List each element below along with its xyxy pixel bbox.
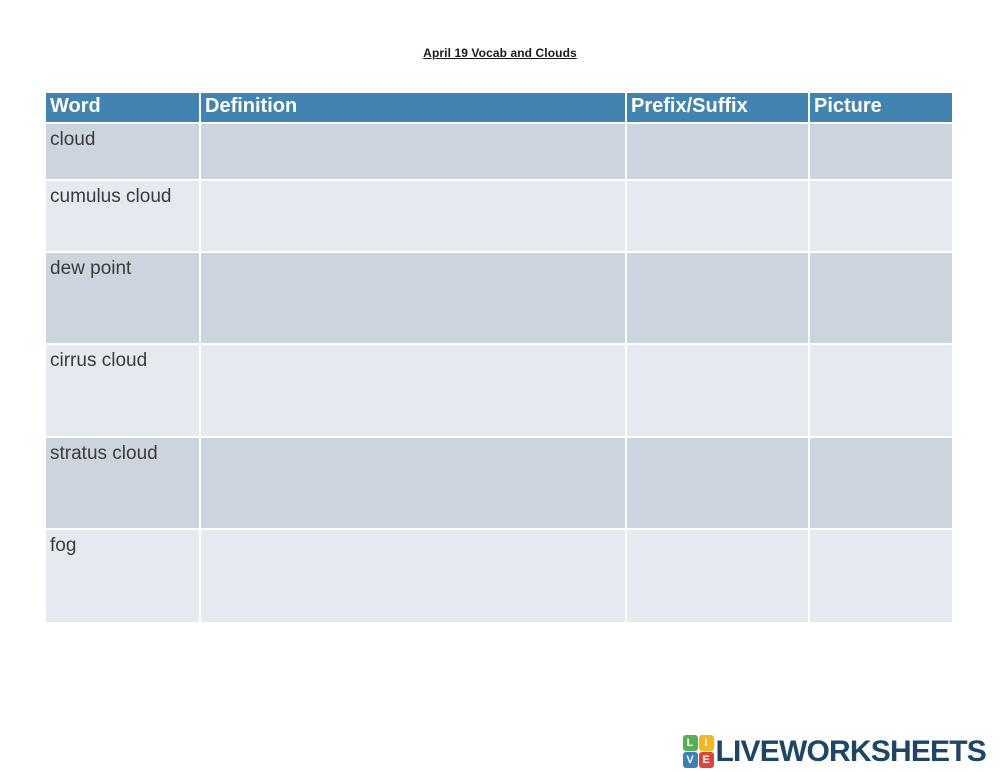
picture-cell[interactable] xyxy=(809,252,952,345)
table-row: fog xyxy=(46,529,952,624)
table-row: cirrus cloud xyxy=(46,344,952,438)
word-cell: fog xyxy=(46,529,201,624)
logo-tile-i: I xyxy=(698,735,714,751)
picture-cell[interactable] xyxy=(809,123,952,181)
picture-cell[interactable] xyxy=(809,344,952,438)
prefix-suffix-cell[interactable] xyxy=(626,529,810,624)
picture-cell[interactable] xyxy=(809,529,952,624)
liveworksheets-tiles-icon: L I V E xyxy=(682,735,714,768)
logo-tile-v: V xyxy=(682,752,698,768)
table-row: cumulus cloud xyxy=(46,180,952,253)
prefix-suffix-cell[interactable] xyxy=(626,437,810,530)
table-row: stratus cloud xyxy=(46,437,952,530)
picture-cell[interactable] xyxy=(809,437,952,530)
definition-cell[interactable] xyxy=(200,252,627,345)
definition-cell[interactable] xyxy=(200,123,627,181)
table-header-row: Word Definition Prefix/Suffix Picture xyxy=(46,93,952,124)
worksheet-title: April 19 Vocab and Clouds xyxy=(423,46,577,60)
prefix-suffix-cell[interactable] xyxy=(626,344,810,438)
prefix-suffix-cell[interactable] xyxy=(626,123,810,181)
logo-tile-l: L xyxy=(682,735,698,751)
definition-cell[interactable] xyxy=(200,344,627,438)
logo-tile-e: E xyxy=(698,752,714,768)
prefix-suffix-cell[interactable] xyxy=(626,180,810,253)
column-header-picture: Picture xyxy=(809,93,952,124)
word-cell: cumulus cloud xyxy=(46,180,201,253)
liveworksheets-logo: L I V E LIVEWORKSHEETS xyxy=(682,734,987,768)
definition-cell[interactable] xyxy=(200,437,627,530)
column-header-prefix-suffix: Prefix/Suffix xyxy=(626,93,810,124)
prefix-suffix-cell[interactable] xyxy=(626,252,810,345)
vocab-table: Word Definition Prefix/Suffix Picture cl… xyxy=(46,93,952,624)
liveworksheets-logo-text: LIVEWORKSHEETS xyxy=(715,734,987,768)
column-header-definition: Definition xyxy=(200,93,627,124)
word-cell: cirrus cloud xyxy=(46,344,201,438)
table-row: cloud xyxy=(46,123,952,181)
word-cell: cloud xyxy=(46,123,201,181)
table-row: dew point xyxy=(46,252,952,345)
word-cell: stratus cloud xyxy=(46,437,201,530)
definition-cell[interactable] xyxy=(200,180,627,253)
column-header-word: Word xyxy=(46,93,201,124)
word-cell: dew point xyxy=(46,252,201,345)
definition-cell[interactable] xyxy=(200,529,627,624)
picture-cell[interactable] xyxy=(809,180,952,253)
